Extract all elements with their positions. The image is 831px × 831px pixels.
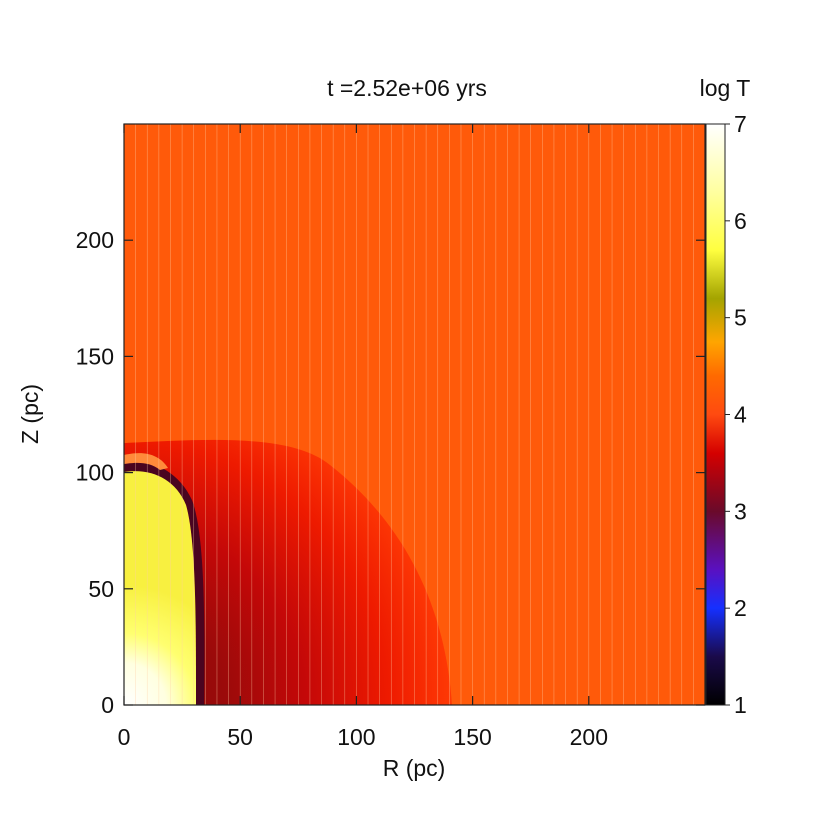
x-tick-label: 100 [337,724,375,750]
y-tick-label: 0 [101,692,114,718]
hot-bubble-region [124,471,196,705]
colorbar-tick-label: 4 [734,402,747,428]
x-tick-label: 0 [118,724,131,750]
plot-frame [123,123,706,706]
grid-lines [135,124,694,705]
x-tick-label: 150 [453,724,491,750]
colorbar [706,124,725,705]
heatmap-plot [124,124,705,705]
cold-shell-region [124,439,452,705]
y-axis-label: Z (pc) [17,384,43,444]
colorbar-tick-label: 7 [734,111,747,137]
x-axis-ticks: 0 50 100 150 200 [118,124,608,750]
colorbar-tick-label: 5 [734,305,747,331]
colorbar-label: log T [700,75,751,101]
y-tick-label: 100 [76,460,114,486]
y-tick-label: 150 [76,343,114,369]
shell-inner-edge [124,461,205,705]
chart-title: t =2.52e+06 yrs [327,75,487,101]
y-tick-label: 200 [76,227,114,253]
colorbar-tick-label: 2 [734,595,747,621]
y-axis-ticks: 0 50 100 150 200 [76,227,705,718]
y-tick-label: 50 [88,576,114,602]
colorbar-tick-label: 3 [734,498,747,524]
x-axis-label: R (pc) [383,755,446,781]
bubble-cap [124,453,168,470]
colorbar-tick-label: 1 [734,692,747,718]
colorbar-ticks: 1 2 3 4 5 6 7 [725,111,747,718]
x-tick-label: 200 [570,724,608,750]
colorbar-tick-label: 6 [734,208,747,234]
x-tick-label: 50 [227,724,253,750]
